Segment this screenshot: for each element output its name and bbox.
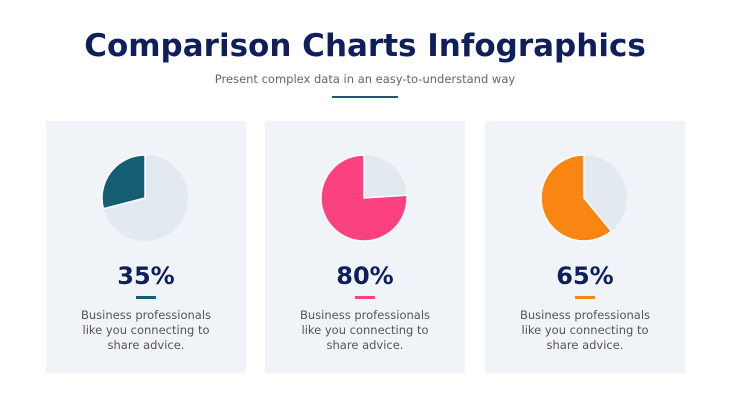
pie-chart: [320, 154, 408, 242]
percent-label: 80%: [336, 262, 394, 290]
description-line: Business professionals: [519, 308, 651, 322]
page-subtitle: Present complex data in an easy-to-under…: [214, 72, 516, 86]
pie-chart: [101, 154, 188, 241]
percent-label: 35%: [117, 262, 175, 290]
chart-card: 35% Business professionals like you connec…: [46, 121, 246, 373]
pie-slice-value: [540, 154, 613, 242]
description: Business professionals like you connectin…: [46, 308, 246, 353]
description: Business professionals like you connectin…: [485, 308, 685, 353]
description: Business professionals like you connectin…: [265, 308, 465, 353]
description-line: share advice.: [326, 338, 404, 352]
description-line: like you connecting to: [301, 323, 429, 337]
percent-label: 65%: [556, 262, 614, 290]
title-divider: [332, 96, 398, 98]
pie-slice-value: [320, 154, 408, 242]
accent-bar: [136, 296, 156, 299]
description-line: like you connecting to: [521, 323, 649, 337]
chart-card: 80% Business professionals like you connec…: [265, 121, 465, 373]
pie-chart: [540, 154, 627, 242]
accent-bar: [575, 296, 595, 299]
accent-bar: [355, 296, 375, 299]
description-line: share advice.: [107, 338, 185, 352]
description-line: like you connecting to: [82, 323, 210, 337]
description-line: Business professionals: [299, 308, 431, 322]
description-line: Business professionals: [80, 308, 212, 322]
page-title: Comparison Charts Infographics: [84, 28, 646, 64]
chart-card: 65% Business professionals like you connec…: [485, 121, 685, 373]
description-line: share advice.: [546, 338, 624, 352]
pie-slice-value: [101, 154, 146, 210]
